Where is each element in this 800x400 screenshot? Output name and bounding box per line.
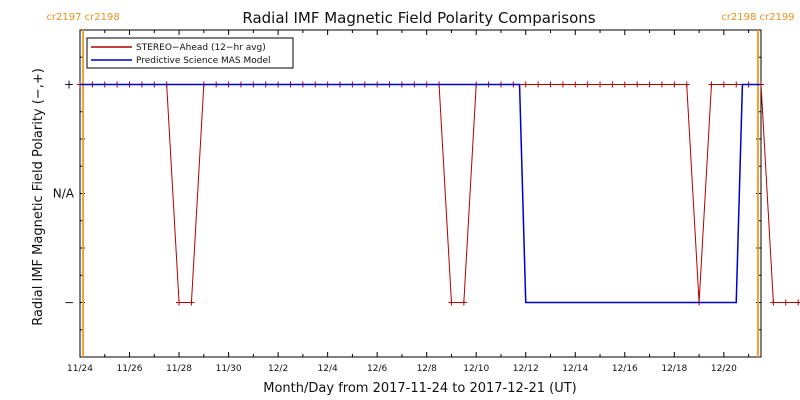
x-axis-label: Month/Day from 2017-11-24 to 2017-12-21 … (263, 381, 576, 396)
stereo-point-marker (770, 299, 777, 306)
x-tick-label: 12/8 (417, 364, 437, 374)
stereo-point-marker (658, 81, 665, 88)
stereo-point-marker (597, 81, 604, 88)
x-tick-label: 12/2 (268, 364, 288, 374)
stereo-point-marker (559, 81, 566, 88)
x-axis-ticks: 11/24 11/26 11/28 11/30 12/2 12/4 12/6 12/8 12/1… (67, 30, 750, 374)
stereo-point-marker (609, 81, 616, 88)
stereo-point-marker (584, 81, 591, 88)
x-tick-label: 12/16 (612, 364, 638, 374)
x-tick-label: 12/10 (463, 364, 489, 374)
legend: STEREO−Ahead (12−hr avg) Predictive Scie… (86, 37, 294, 69)
x-tick-label: 11/30 (216, 364, 242, 374)
x-tick-label: 12/14 (562, 364, 588, 374)
x-tick-label: 11/24 (67, 364, 93, 374)
stereo-point-marker (572, 81, 579, 88)
stereo-point-marker (708, 81, 715, 88)
stereo-point-marker (795, 299, 800, 306)
stereo-point-marker (683, 81, 690, 88)
chart-title: Radial IMF Magnetic Field Polarity Compa… (242, 9, 595, 27)
y-tick-label: N/A (53, 187, 75, 201)
stereo-point-marker (733, 81, 740, 88)
stereo-point-marker (634, 81, 641, 88)
x-tick-label: 12/4 (318, 364, 338, 374)
stereo-point-marker (671, 81, 678, 88)
legend-label-stereo: STEREO−Ahead (12−hr avg) (136, 43, 266, 53)
stereo-point-marker (188, 299, 195, 306)
x-tick-label: 12/20 (711, 364, 737, 374)
model-series-line (80, 83, 761, 304)
plot-area (79, 29, 762, 358)
stereo-point-marker (621, 81, 628, 88)
legend-label-model: Predictive Science MAS Model (136, 56, 271, 66)
y-axis-ticks: + N/A − (53, 29, 761, 358)
stereo-point-marker (646, 81, 653, 88)
stereo-point-marker (782, 299, 789, 306)
stereo-point-marker (547, 81, 554, 88)
stereo-point-marker (720, 81, 727, 88)
x-tick-label: 12/12 (513, 364, 539, 374)
x-tick-label: 12/18 (661, 364, 687, 374)
legend-box (86, 37, 294, 69)
stereo-point-marker (176, 299, 183, 306)
y-axis-label: Radial IMF Magnetic Field Polarity (−,+) (31, 68, 46, 326)
stereo-point-marker (448, 299, 455, 306)
x-tick-label: 11/28 (166, 364, 192, 374)
stereo-series-line (80, 84, 800, 303)
stereo-point-marker (460, 299, 467, 306)
x-tick-label: 12/6 (367, 364, 387, 374)
carrington-label-left: cr2197 cr2198 (46, 12, 119, 23)
y-tick-label: − (64, 296, 74, 310)
stereo-point-marker (535, 81, 542, 88)
carrington-label-right: cr2198 cr2199 (721, 12, 794, 23)
data-series (77, 81, 800, 306)
y-tick-label: + (64, 78, 74, 92)
x-tick-label: 11/26 (117, 364, 143, 374)
stereo-point-marker (522, 81, 529, 88)
plot-frame (79, 29, 762, 358)
